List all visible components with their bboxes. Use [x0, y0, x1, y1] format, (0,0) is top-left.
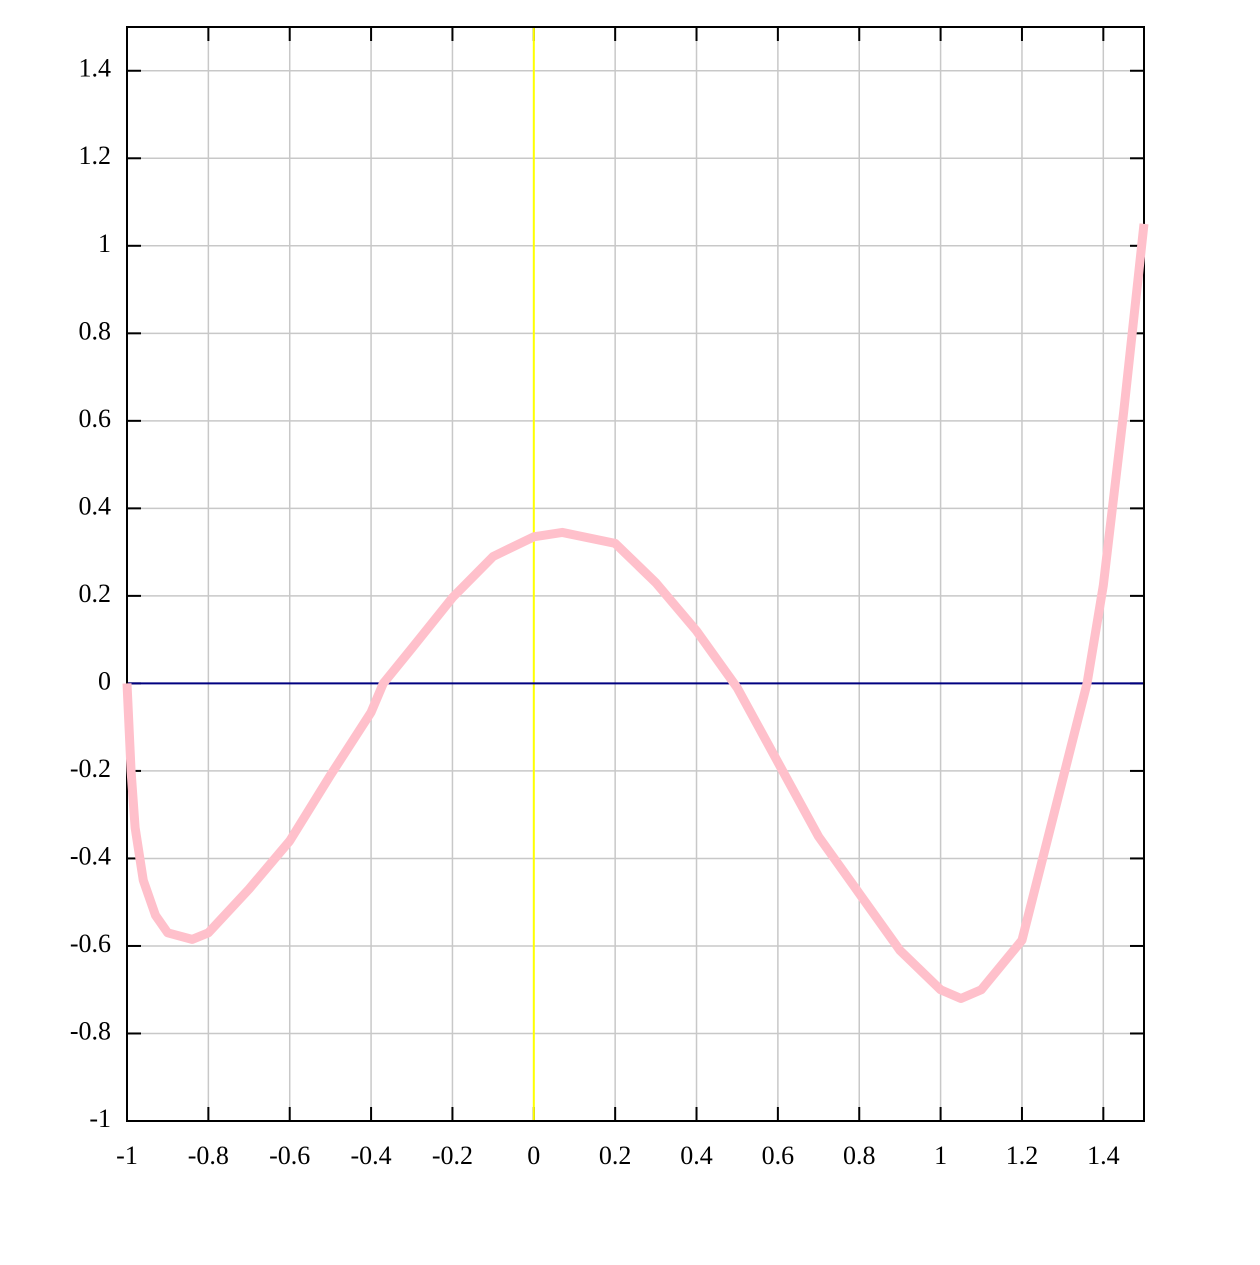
x-tick-label: 0.2: [599, 1141, 632, 1170]
y-tick-label: 0: [98, 666, 111, 695]
x-tick-label: 0.6: [762, 1141, 795, 1170]
y-tick-label: 1: [98, 229, 111, 258]
x-tick-label: 0: [527, 1141, 540, 1170]
x-tick-label: -0.8: [188, 1141, 229, 1170]
curve: [122, 223, 1149, 1003]
x-tick-label: 1.2: [1006, 1141, 1039, 1170]
x-tick-label: -1: [116, 1141, 138, 1170]
y-tick-label: 0.6: [79, 404, 112, 433]
y-tick-label: -0.8: [70, 1016, 111, 1045]
y-tick-label: -0.2: [70, 754, 111, 783]
y-tick-label: -0.4: [70, 841, 111, 870]
x-tick-label: 1.4: [1087, 1141, 1120, 1170]
y-tick-label: 0.2: [79, 579, 112, 608]
y-tick-label: 1.2: [79, 141, 112, 170]
x-tick-label: -0.2: [432, 1141, 473, 1170]
x-tick-label: 0.8: [843, 1141, 876, 1170]
x-tick-label: -0.4: [350, 1141, 391, 1170]
y-tick-label: 0.4: [79, 491, 112, 520]
plot-frame: [126, 26, 1145, 1122]
y-tick-label: -0.6: [70, 929, 111, 958]
x-tick-label: 1: [934, 1141, 947, 1170]
x-tick-label: 0.4: [680, 1141, 713, 1170]
x-tick-label: -0.6: [269, 1141, 310, 1170]
y-tick-label: 0.8: [79, 316, 112, 345]
y-tick-label: -1: [89, 1104, 111, 1133]
y-tick-label: 1.4: [79, 54, 112, 83]
